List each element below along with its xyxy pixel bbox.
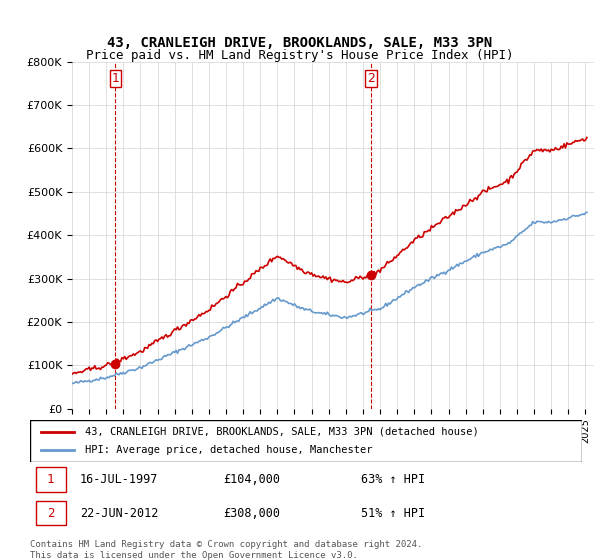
Text: HPI: Average price, detached house, Manchester: HPI: Average price, detached house, Manc…	[85, 445, 373, 455]
Text: 2: 2	[367, 72, 375, 85]
Text: 43, CRANLEIGH DRIVE, BROOKLANDS, SALE, M33 3PN (detached house): 43, CRANLEIGH DRIVE, BROOKLANDS, SALE, M…	[85, 427, 479, 437]
Text: 1: 1	[47, 473, 55, 486]
Text: 51% ↑ HPI: 51% ↑ HPI	[361, 507, 425, 520]
Text: £308,000: £308,000	[223, 507, 280, 520]
Text: 43, CRANLEIGH DRIVE, BROOKLANDS, SALE, M33 3PN: 43, CRANLEIGH DRIVE, BROOKLANDS, SALE, M…	[107, 36, 493, 50]
Text: 16-JUL-1997: 16-JUL-1997	[80, 473, 158, 486]
Text: £104,000: £104,000	[223, 473, 280, 486]
Text: 63% ↑ HPI: 63% ↑ HPI	[361, 473, 425, 486]
Text: Contains HM Land Registry data © Crown copyright and database right 2024.
This d: Contains HM Land Registry data © Crown c…	[30, 540, 422, 560]
Text: 22-JUN-2012: 22-JUN-2012	[80, 507, 158, 520]
Text: Price paid vs. HM Land Registry's House Price Index (HPI): Price paid vs. HM Land Registry's House …	[86, 49, 514, 62]
Text: 2: 2	[47, 507, 55, 520]
FancyBboxPatch shape	[35, 468, 66, 492]
Text: 1: 1	[112, 72, 119, 85]
FancyBboxPatch shape	[30, 420, 582, 462]
FancyBboxPatch shape	[35, 501, 66, 525]
